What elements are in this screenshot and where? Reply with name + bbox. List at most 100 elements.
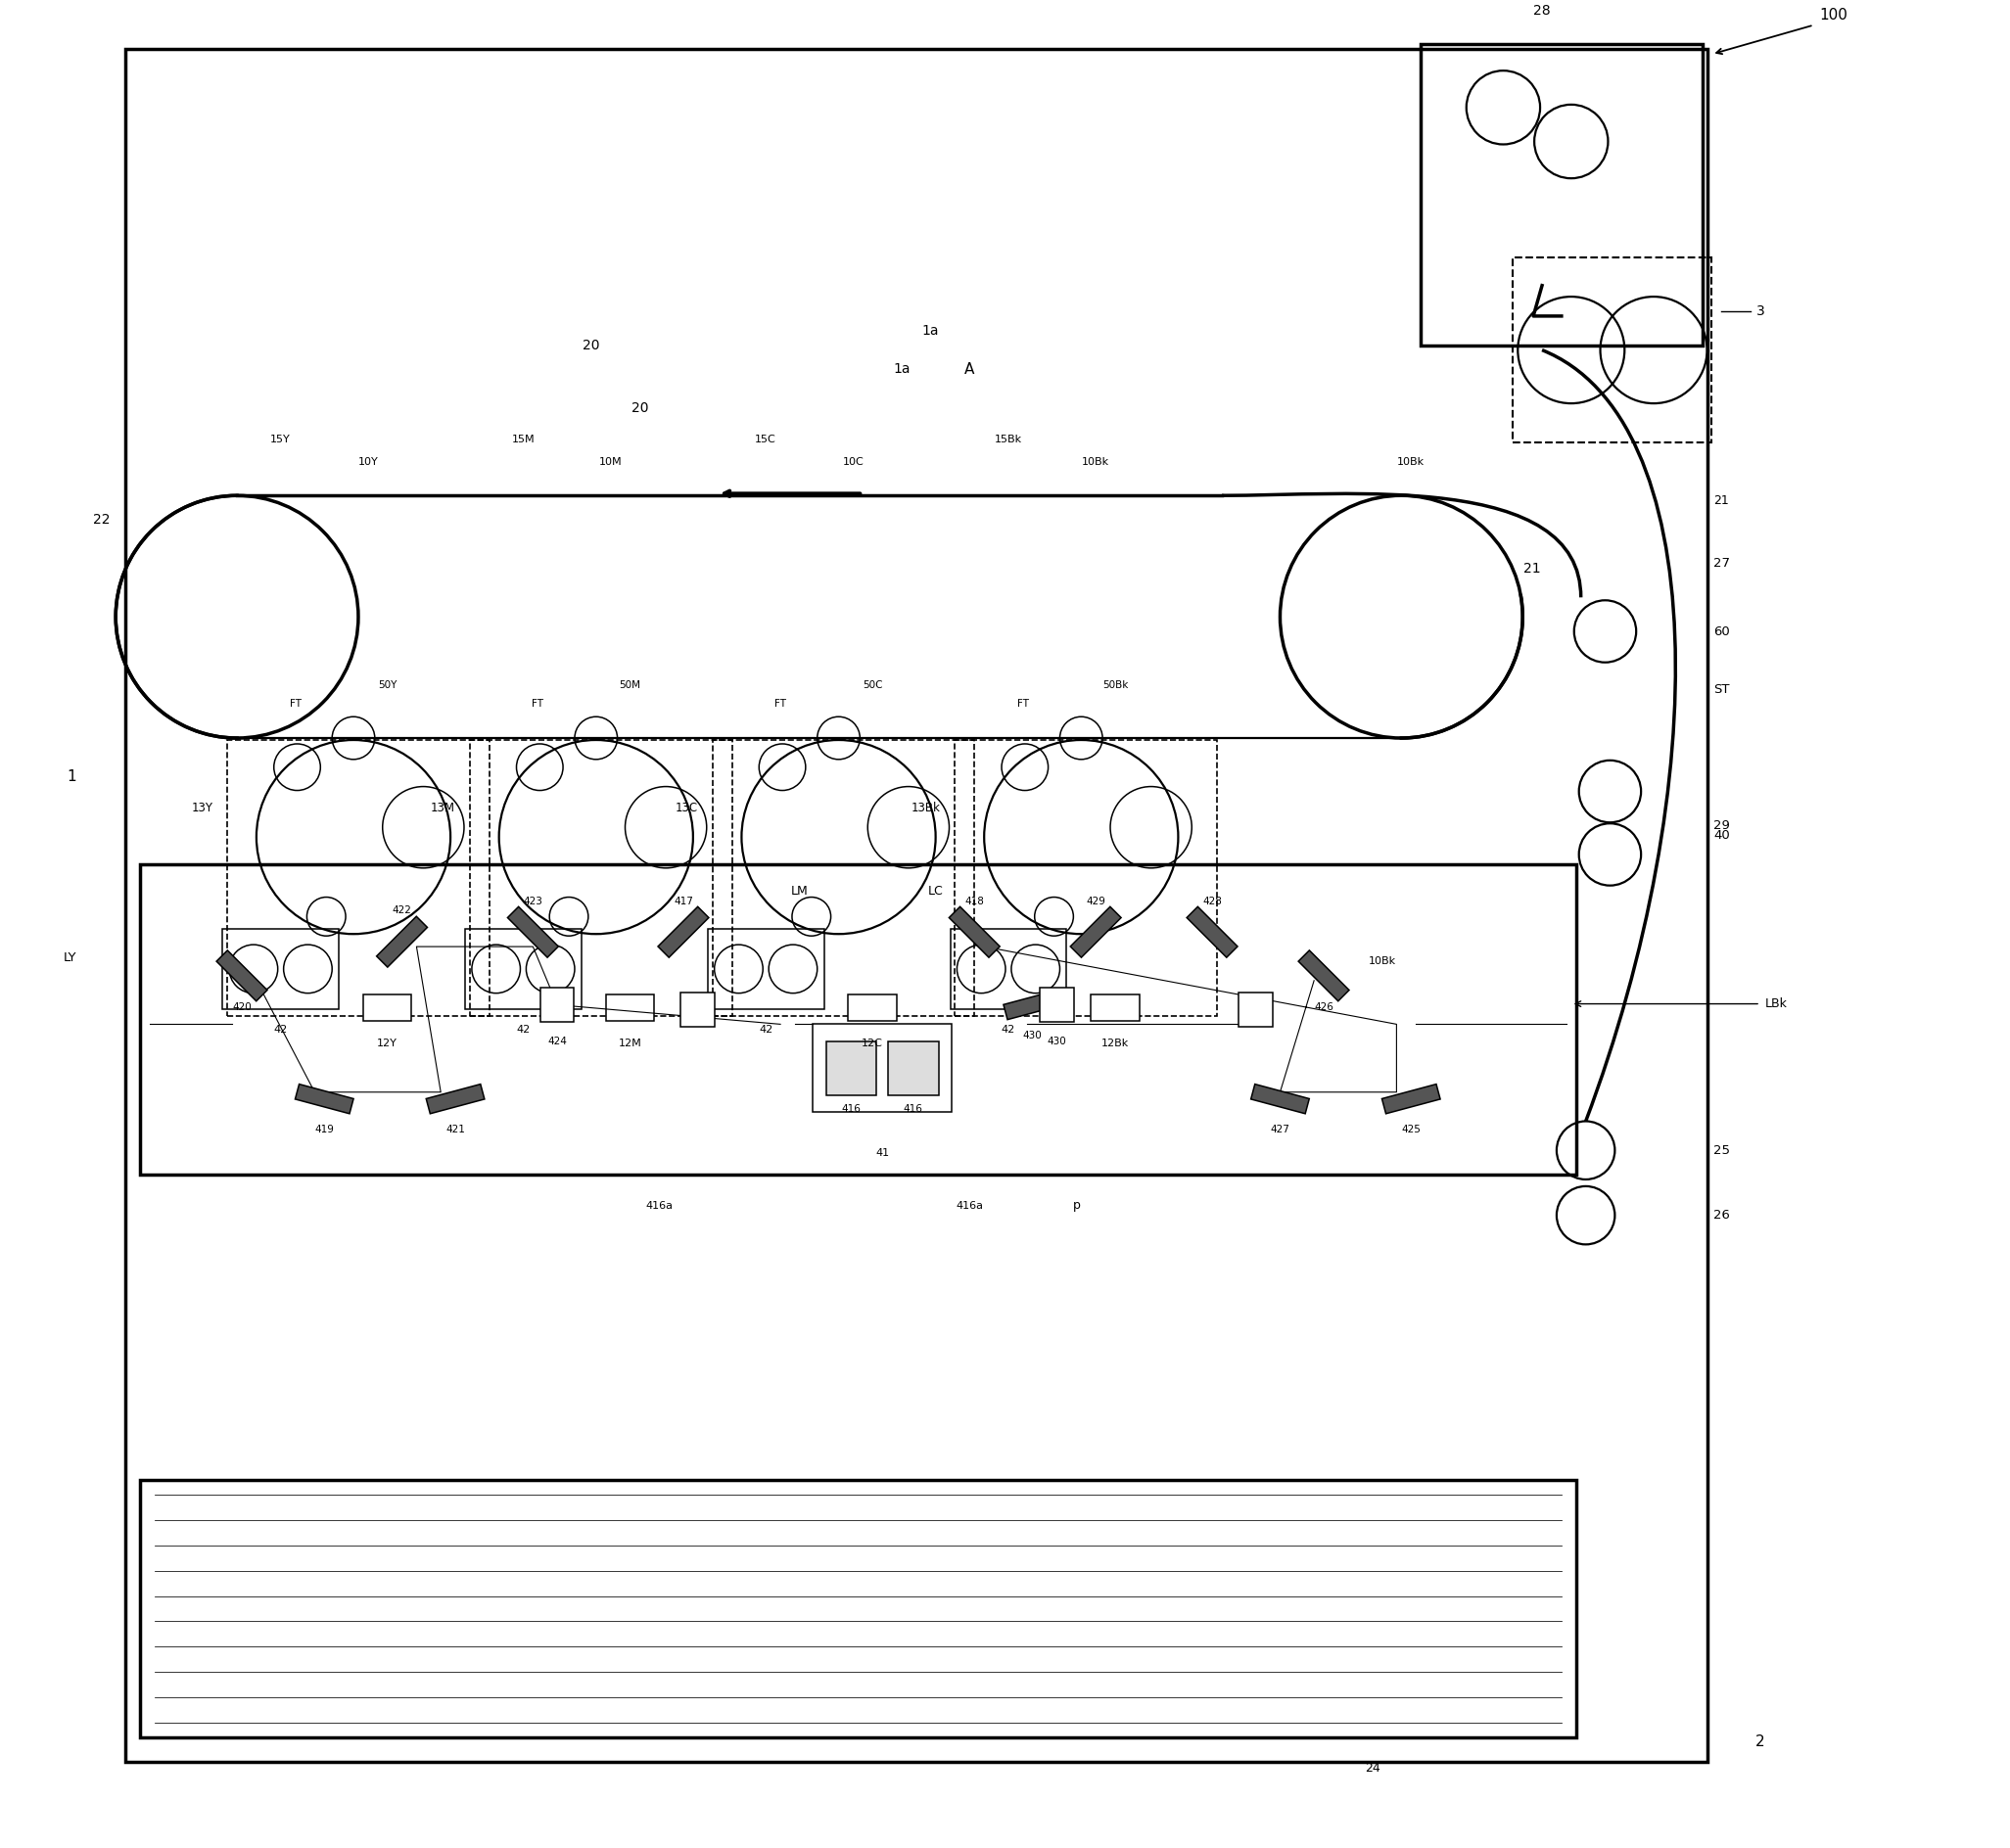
Polygon shape (509, 907, 559, 957)
Text: 13M: 13M (430, 802, 456, 815)
Text: 60: 60 (1713, 625, 1731, 638)
Text: 418: 418 (965, 896, 985, 906)
Text: 424: 424 (547, 1037, 567, 1046)
Text: 10C: 10C (842, 456, 864, 466)
Text: 28: 28 (1534, 4, 1550, 17)
Bar (712, 739, 975, 1016)
Bar (1421, 44, 1702, 346)
Bar (141, 1480, 1576, 1737)
Polygon shape (1383, 1085, 1441, 1114)
Text: 3: 3 (1757, 305, 1765, 318)
Text: 425: 425 (1401, 1125, 1421, 1135)
Bar (848, 994, 896, 1022)
Text: 10Bk: 10Bk (1081, 456, 1110, 466)
Bar (223, 930, 340, 1009)
Text: 42: 42 (273, 1026, 287, 1035)
Polygon shape (376, 917, 428, 967)
Text: 50C: 50C (862, 680, 882, 689)
Bar (1039, 989, 1073, 1022)
Text: 15M: 15M (513, 434, 535, 444)
Text: 1: 1 (68, 769, 76, 784)
Text: A: A (965, 362, 975, 377)
Text: 20: 20 (583, 338, 599, 351)
Text: 25: 25 (1713, 1144, 1731, 1157)
Text: 430: 430 (1023, 1031, 1043, 1040)
Bar (227, 739, 488, 1016)
Bar (812, 1024, 953, 1111)
Bar (541, 989, 575, 1022)
Text: 2: 2 (1755, 1735, 1765, 1750)
Bar (888, 1042, 939, 1096)
Bar (141, 865, 1576, 1175)
Polygon shape (657, 907, 710, 957)
Text: 24: 24 (1365, 1761, 1381, 1774)
Text: 21: 21 (1524, 562, 1542, 575)
Bar (951, 930, 1067, 1009)
Bar (470, 739, 732, 1016)
Text: 430: 430 (1047, 1037, 1067, 1046)
Bar (708, 930, 824, 1009)
Text: 42: 42 (1001, 1026, 1015, 1035)
Text: 423: 423 (523, 896, 543, 906)
Text: 29: 29 (1713, 819, 1731, 832)
Text: 1a: 1a (892, 362, 911, 377)
Text: LM: LM (792, 885, 808, 898)
Text: 20: 20 (631, 401, 649, 416)
Text: 42: 42 (517, 1026, 531, 1035)
Text: 50Y: 50Y (378, 680, 396, 689)
Text: 422: 422 (392, 906, 412, 915)
Text: 419: 419 (316, 1125, 334, 1135)
Text: 41: 41 (874, 1148, 888, 1159)
Polygon shape (295, 1085, 354, 1114)
Polygon shape (426, 1085, 484, 1114)
Text: 50M: 50M (619, 680, 641, 689)
Text: 42: 42 (760, 1026, 772, 1035)
Text: 21: 21 (1715, 493, 1729, 506)
Bar (364, 994, 412, 1022)
Text: 420: 420 (233, 1002, 251, 1011)
Bar (1238, 992, 1272, 1027)
Text: 27: 27 (1713, 556, 1731, 569)
Text: 26: 26 (1713, 1209, 1731, 1222)
Text: FT: FT (774, 699, 786, 710)
Text: 416: 416 (905, 1103, 923, 1114)
Text: 10M: 10M (599, 456, 623, 466)
Text: 15Bk: 15Bk (995, 434, 1023, 444)
Bar (955, 739, 1216, 1016)
Polygon shape (1250, 1085, 1309, 1114)
Text: 12M: 12M (619, 1039, 641, 1048)
Bar (464, 930, 581, 1009)
Text: 416a: 416a (645, 1201, 673, 1210)
Text: 100: 100 (1819, 7, 1847, 22)
Polygon shape (1186, 907, 1238, 957)
Text: 428: 428 (1202, 896, 1222, 906)
Text: 40: 40 (1713, 828, 1731, 841)
Text: FT: FT (533, 699, 543, 710)
Text: 12C: 12C (862, 1039, 882, 1048)
Text: 416: 416 (842, 1103, 860, 1114)
Text: LBk: LBk (1765, 998, 1787, 1011)
Bar (826, 1042, 876, 1096)
Text: 426: 426 (1315, 1002, 1333, 1011)
Text: FT: FT (289, 699, 302, 710)
Polygon shape (217, 950, 267, 1002)
Text: 10Bk: 10Bk (1397, 456, 1423, 466)
Text: 12Y: 12Y (378, 1039, 398, 1048)
Text: 10Bk: 10Bk (1369, 955, 1395, 967)
Bar (1514, 259, 1713, 442)
Polygon shape (1298, 950, 1349, 1002)
Text: 10Y: 10Y (358, 456, 378, 466)
Text: 22: 22 (92, 514, 111, 527)
Text: 15C: 15C (756, 434, 776, 444)
Text: 416a: 416a (957, 1201, 983, 1210)
Text: LC: LC (929, 885, 943, 898)
Polygon shape (1071, 907, 1122, 957)
Bar (605, 994, 653, 1022)
Text: 421: 421 (446, 1125, 464, 1135)
Text: 15Y: 15Y (271, 434, 291, 444)
Text: 13Y: 13Y (191, 802, 213, 815)
Text: 13Bk: 13Bk (911, 802, 941, 815)
Text: LY: LY (64, 952, 76, 963)
Text: ST: ST (1713, 684, 1731, 697)
Text: 12Bk: 12Bk (1101, 1039, 1130, 1048)
